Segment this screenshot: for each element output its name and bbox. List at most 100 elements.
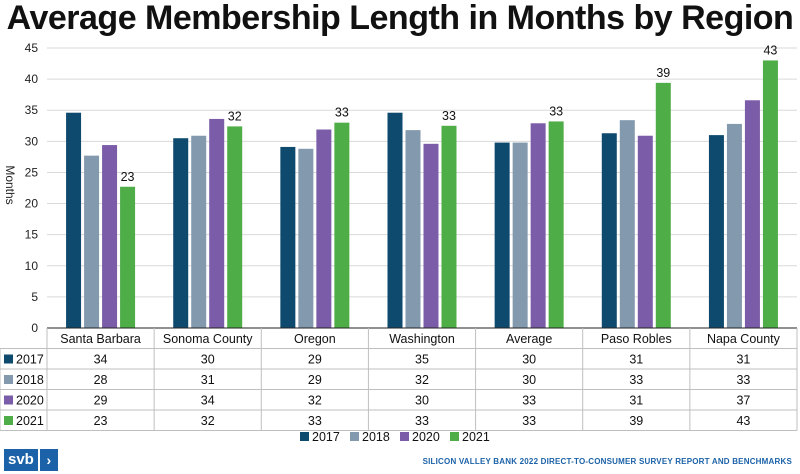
bar-2020	[637, 135, 653, 328]
table-cell: 33	[415, 414, 429, 428]
table-cell: 31	[629, 394, 643, 408]
bar-2017	[708, 135, 724, 328]
bar-2018	[84, 155, 100, 328]
row-swatch-2020	[4, 395, 13, 405]
y-tick-label: 30	[25, 134, 39, 148]
category-label: Washington	[389, 332, 455, 346]
row-swatch-2017	[4, 354, 13, 364]
table-cell: 34	[94, 353, 108, 367]
table-cell: 39	[629, 414, 643, 428]
legend-swatch-2018	[350, 432, 359, 441]
table-cell: 32	[308, 394, 322, 408]
bar-2020	[530, 123, 546, 329]
legend-label-2018: 2018	[362, 430, 390, 444]
legend-swatch-2021	[450, 432, 459, 441]
table-cell: 29	[94, 394, 108, 408]
data-label: 33	[335, 106, 349, 120]
legend-label-2017: 2017	[312, 430, 340, 444]
bar-2017	[66, 112, 82, 328]
category-label: Napa County	[707, 332, 781, 346]
svb-logo: svb ›	[4, 449, 60, 471]
legend-swatch-2020	[400, 432, 409, 441]
legend-swatch-2017	[300, 432, 309, 441]
bar-2018	[726, 123, 742, 329]
table-cell: 32	[415, 373, 429, 387]
bar-2021	[120, 186, 136, 328]
y-axis-label: Months	[3, 165, 17, 204]
chevron-right-icon: ›	[39, 449, 58, 471]
legend-label-2021: 2021	[462, 430, 490, 444]
row-label-2021: 2021	[16, 414, 44, 428]
bar-2020	[744, 100, 760, 329]
y-tick-label: 10	[25, 259, 39, 273]
table-cell: 43	[736, 414, 750, 428]
bar-2018	[405, 130, 421, 328]
table-cell: 31	[201, 373, 215, 387]
table-cell: 34	[201, 394, 215, 408]
table-cell: 35	[415, 353, 429, 367]
y-tick-label: 35	[25, 103, 39, 117]
bar-2021	[441, 125, 457, 329]
bar-2020	[102, 145, 118, 328]
bar-2021	[227, 126, 243, 329]
chart-title: Average Membership Length in Months by R…	[6, 0, 794, 37]
table-cell: 32	[201, 414, 215, 428]
bar-2020	[423, 143, 439, 328]
bar-2021	[548, 121, 564, 328]
bar-2018	[619, 120, 635, 328]
table-cell: 23	[94, 414, 108, 428]
bar-2021	[334, 122, 350, 329]
row-label-2018: 2018	[16, 373, 44, 387]
table-cell: 30	[201, 353, 215, 367]
row-label-2020: 2020	[16, 394, 44, 408]
table-cell: 33	[629, 373, 643, 387]
row-swatch-2021	[4, 416, 13, 425]
table-cell: 37	[736, 394, 750, 408]
table-cell: 31	[736, 353, 750, 367]
table-cell: 30	[522, 373, 536, 387]
data-label: 33	[549, 104, 563, 118]
y-tick-label: 15	[25, 228, 39, 242]
category-label: Santa Barbara	[60, 332, 141, 346]
bar-2018	[191, 135, 207, 328]
category-label: Sonoma County	[163, 332, 253, 346]
category-label: Average	[506, 332, 552, 346]
y-tick-label: 45	[25, 41, 39, 55]
bar-2020	[209, 118, 225, 328]
data-label: 39	[656, 66, 670, 80]
y-tick-label: 40	[25, 72, 39, 86]
table-cell: 30	[522, 353, 536, 367]
bar-2017	[280, 146, 296, 328]
source-footer: SILICON VALLEY BANK 2022 DIRECT-TO-CONSU…	[422, 457, 792, 466]
y-tick-label: 20	[25, 197, 39, 211]
data-label: 43	[763, 43, 777, 57]
bar-2021	[655, 82, 671, 328]
table-cell: 33	[522, 394, 536, 408]
bar-2021	[762, 60, 778, 328]
y-tick-label: 5	[31, 290, 38, 304]
table-cell: 33	[522, 414, 536, 428]
table-cell: 30	[415, 394, 429, 408]
table-cell: 31	[629, 353, 643, 367]
bar-2018	[512, 142, 528, 328]
data-label: 33	[442, 109, 456, 123]
bar-2017	[387, 112, 403, 328]
table-cell: 29	[308, 373, 322, 387]
table-cell: 33	[736, 373, 750, 387]
bar-2018	[298, 148, 314, 328]
legend-label-2020: 2020	[412, 430, 440, 444]
y-tick-label: 25	[25, 165, 39, 179]
bar-2017	[494, 142, 510, 328]
bar-2017	[601, 133, 617, 328]
table-cell: 29	[308, 353, 322, 367]
table-cell: 33	[308, 414, 322, 428]
data-label: 32	[228, 109, 242, 123]
y-tick-label: 0	[31, 321, 38, 335]
row-swatch-2018	[4, 375, 13, 384]
bar-2020	[316, 129, 332, 328]
bar-2017	[173, 138, 189, 328]
category-label: Oregon	[294, 332, 336, 346]
logo-text: svb	[4, 449, 38, 471]
row-label-2017: 2017	[16, 353, 44, 367]
